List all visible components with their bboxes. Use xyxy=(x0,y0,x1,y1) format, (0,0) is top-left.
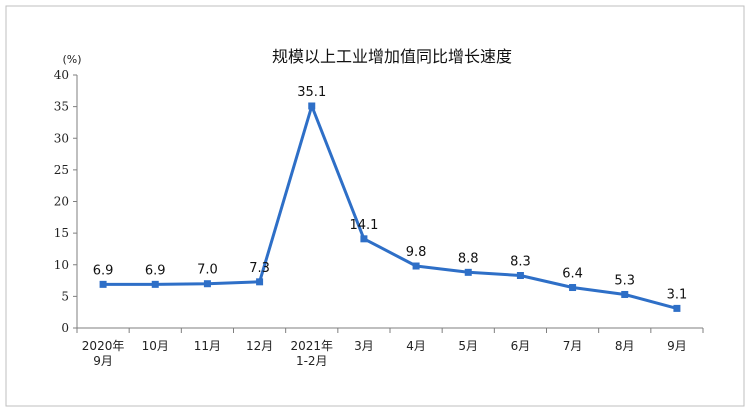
data-point xyxy=(151,280,159,288)
y-tick-label: 15 xyxy=(54,226,69,240)
x-tick-label-line: 9月 xyxy=(93,354,113,368)
data-label: 9.8 xyxy=(406,245,427,260)
x-tick-label-line: 12月 xyxy=(246,339,273,353)
x-tick-label-line: 3月 xyxy=(354,339,374,353)
x-tick-label-line: 11月 xyxy=(194,339,221,353)
data-label: 6.4 xyxy=(562,267,583,282)
data-point xyxy=(360,235,368,243)
data-point xyxy=(516,272,524,280)
y-tick-label: 10 xyxy=(54,258,69,272)
x-tick-label-line: 5月 xyxy=(458,339,478,353)
y-tick-label: 20 xyxy=(54,195,69,209)
chart-frame xyxy=(5,5,745,407)
data-point xyxy=(621,290,629,298)
data-point xyxy=(412,262,420,270)
x-tick-label: 9月 xyxy=(667,339,687,353)
data-label: 6.9 xyxy=(93,263,114,278)
data-labels: 6.9 6.9 7.0 7.3 35.1 14.1 9.8 8.8 8.3 6.4 5.3 3.1 xyxy=(93,85,688,302)
data-label: 7.0 xyxy=(197,263,218,278)
x-tick-label-line: 7月 xyxy=(563,339,583,353)
data-point xyxy=(464,268,472,276)
x-tick-label: 8月 xyxy=(615,339,635,353)
x-tick-label-line: 1-2月 xyxy=(296,354,328,368)
data-series xyxy=(99,102,681,312)
data-label: 5.3 xyxy=(614,273,635,288)
data-point xyxy=(673,304,681,312)
x-tick-label-line: 10月 xyxy=(142,339,169,353)
x-tick-label-line: 9月 xyxy=(667,339,687,353)
y-tick-label: 25 xyxy=(54,163,69,177)
x-tick-label: 2021年 1-2月 xyxy=(290,339,333,368)
x-tick-label: 6月 xyxy=(511,339,531,353)
data-point xyxy=(308,102,316,110)
y-tick-label: 35 xyxy=(54,100,69,114)
data-label: 8.8 xyxy=(458,251,479,266)
data-label: 14.1 xyxy=(349,218,378,233)
x-tick-label: 7月 xyxy=(563,339,583,353)
data-point xyxy=(569,284,577,292)
x-tick-label: 2020年 9月 xyxy=(82,339,125,368)
data-point xyxy=(203,280,211,288)
x-tick-label-line: 2020年 xyxy=(82,339,125,353)
x-tick-label: 4月 xyxy=(406,339,426,353)
x-tick-label: 5月 xyxy=(458,339,478,353)
data-label: 7.3 xyxy=(249,261,270,276)
data-label: 6.9 xyxy=(145,263,166,278)
x-tick-label: 10月 xyxy=(142,339,169,353)
y-tick-label: 0 xyxy=(61,321,69,335)
x-tick-label-line: 2021年 xyxy=(290,339,333,353)
y-tick-label: 40 xyxy=(54,68,69,82)
y-axis-unit-label: (%) xyxy=(62,53,81,66)
data-label: 35.1 xyxy=(297,85,326,100)
chart-title: 规模以上工业增加值同比增长速度 xyxy=(272,47,512,66)
data-point xyxy=(99,280,107,288)
y-tick-label: 30 xyxy=(54,131,69,145)
data-label: 8.3 xyxy=(510,255,531,270)
x-tick-label: 3月 xyxy=(354,339,374,353)
series-line xyxy=(103,104,678,310)
x-tick-label-line: 4月 xyxy=(406,339,426,353)
x-tick-label: 12月 xyxy=(246,339,273,353)
data-point xyxy=(256,278,264,286)
data-label: 3.1 xyxy=(667,287,688,302)
y-tick-label: 5 xyxy=(61,289,69,303)
x-tick-label: 11月 xyxy=(194,339,221,353)
x-tick-label-line: 6月 xyxy=(511,339,531,353)
x-tick-label-line: 8月 xyxy=(615,339,635,353)
